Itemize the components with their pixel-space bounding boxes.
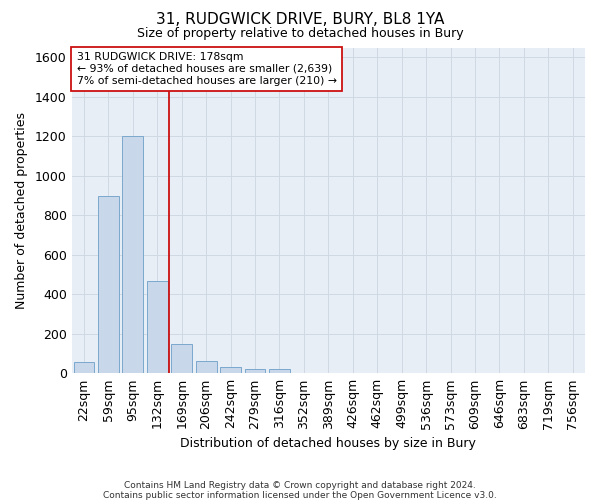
- Bar: [122, 136, 143, 374]
- Bar: [220, 368, 241, 374]
- Bar: [196, 362, 217, 374]
- Bar: [171, 344, 192, 374]
- Bar: [269, 370, 290, 374]
- Bar: [245, 370, 265, 374]
- Y-axis label: Number of detached properties: Number of detached properties: [15, 112, 28, 309]
- Text: Contains public sector information licensed under the Open Government Licence v3: Contains public sector information licen…: [103, 491, 497, 500]
- Text: Contains HM Land Registry data © Crown copyright and database right 2024.: Contains HM Land Registry data © Crown c…: [124, 481, 476, 490]
- X-axis label: Distribution of detached houses by size in Bury: Distribution of detached houses by size …: [181, 437, 476, 450]
- Bar: [147, 280, 167, 374]
- Bar: [98, 196, 119, 374]
- Bar: [74, 362, 94, 374]
- Text: 31 RUDGWICK DRIVE: 178sqm
← 93% of detached houses are smaller (2,639)
7% of sem: 31 RUDGWICK DRIVE: 178sqm ← 93% of detac…: [77, 52, 337, 86]
- Text: Size of property relative to detached houses in Bury: Size of property relative to detached ho…: [137, 28, 463, 40]
- Text: 31, RUDGWICK DRIVE, BURY, BL8 1YA: 31, RUDGWICK DRIVE, BURY, BL8 1YA: [156, 12, 444, 28]
